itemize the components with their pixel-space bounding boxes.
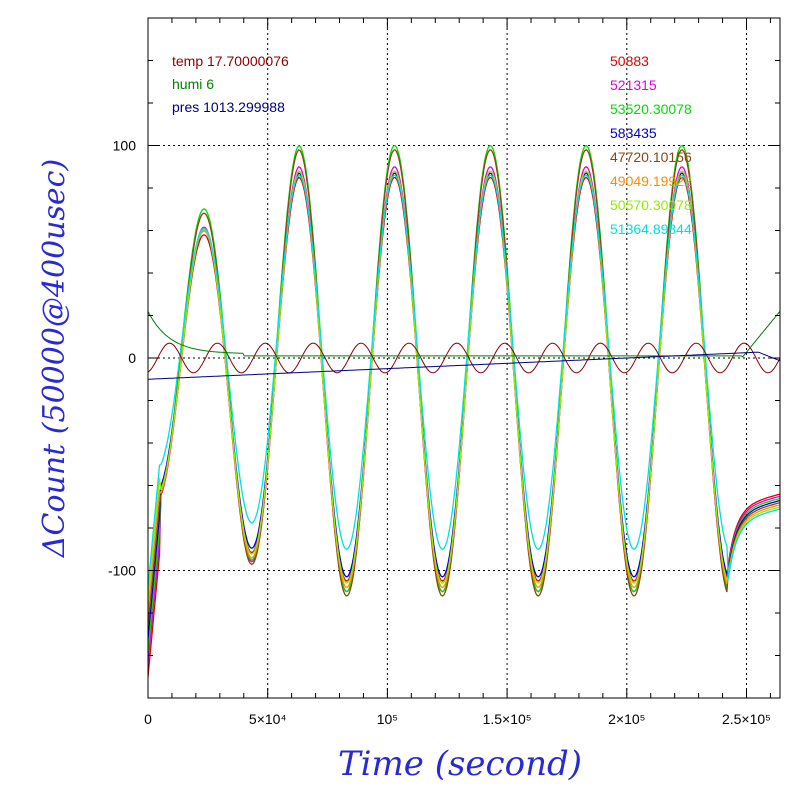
series-legend-entry: 51364.89844 xyxy=(610,221,692,237)
x-tick-label: 2.5×10⁵ xyxy=(722,711,771,727)
grid-lines xyxy=(148,18,780,698)
env-line xyxy=(148,351,780,380)
series-legend-entry: 521315 xyxy=(610,77,657,93)
series-legend-entry: 47720.10156 xyxy=(610,149,692,165)
x-tick-label: 0 xyxy=(144,711,152,727)
x-tick-label: 10⁵ xyxy=(377,711,398,727)
series-legend-entry: 53520.30078 xyxy=(610,101,692,117)
series-legend-entry: 50570.30078 xyxy=(610,197,692,213)
series-layer xyxy=(148,144,780,677)
series-legend-entry: 50883 xyxy=(610,53,649,69)
y-tick-label: -100 xyxy=(108,563,136,579)
x-tick-label: 1.5×10⁵ xyxy=(483,711,532,727)
env-legend-entry: humi 6 xyxy=(172,76,214,92)
y-axis-title: ΔCount (50000@400usec) xyxy=(37,159,72,558)
series-line xyxy=(148,176,780,677)
env-line xyxy=(148,342,780,374)
axis-ticks: 0 5×10⁴ 10⁵ 1.5×10⁵ 2×10⁵ 2.5×10⁵ -100 0 100 xyxy=(108,17,780,727)
x-tick-label: 2×10⁵ xyxy=(608,711,645,727)
series-legend-entry: 49049.19922 xyxy=(610,173,692,189)
y-tick-label: 100 xyxy=(113,138,137,154)
env-legend-entry: temp 17.70000076 xyxy=(172,53,289,69)
env-legend-entry: pres 1013.299988 xyxy=(172,99,285,115)
x-axis-title: Time (second) xyxy=(338,744,582,784)
y-tick-label: 0 xyxy=(128,350,136,366)
series-line xyxy=(148,174,780,588)
series-legend: 50883 521315 53520.30078 583435 47720.10156 4… xyxy=(610,53,692,237)
series-legend-entry: 583435 xyxy=(610,125,657,141)
env-legend: temp 17.70000076 humi 6 pres 1013.299988 xyxy=(172,53,289,115)
x-tick-label: 5×10⁴ xyxy=(249,711,287,727)
